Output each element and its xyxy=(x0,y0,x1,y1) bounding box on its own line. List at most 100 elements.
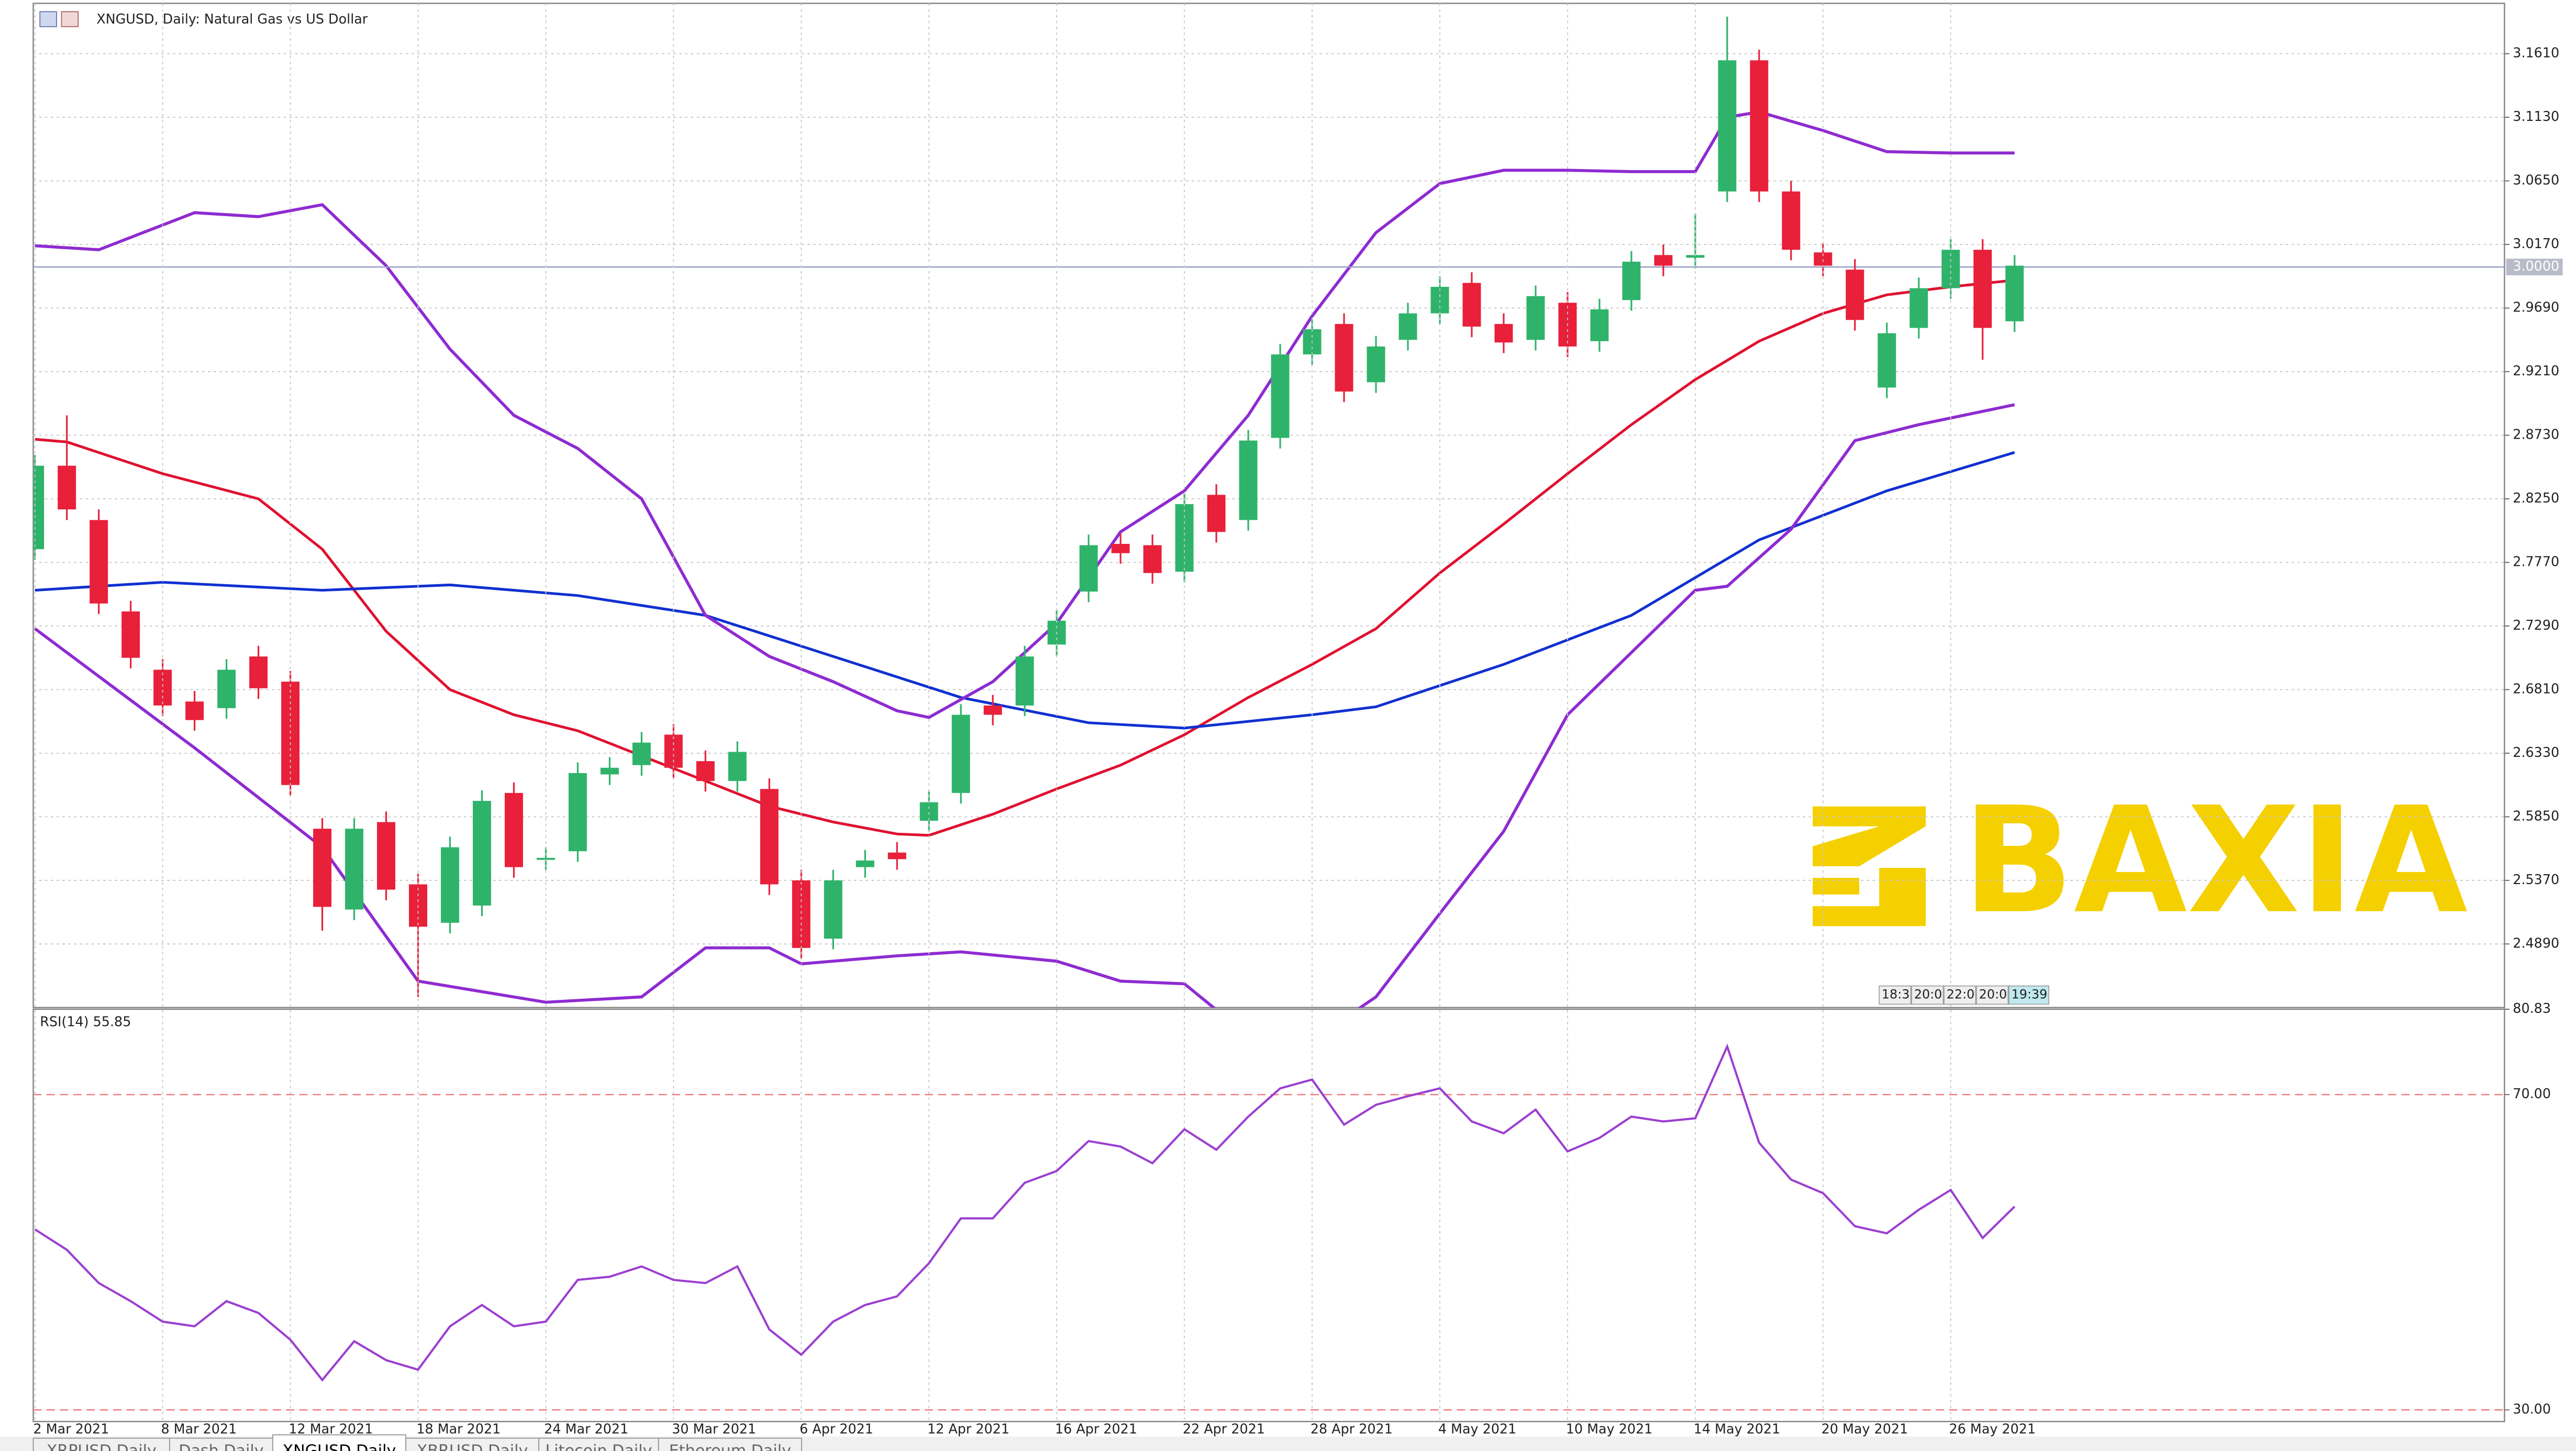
y-tick-label: 3.1610 xyxy=(2513,45,2559,61)
candle-body xyxy=(600,767,619,775)
candle-body xyxy=(1079,545,1098,592)
candle-body xyxy=(1909,288,1928,328)
candle-body xyxy=(856,860,874,867)
y-tick-label: 2.9690 xyxy=(2513,299,2559,315)
candle-body xyxy=(1335,323,1353,392)
tab[interactable] xyxy=(169,1437,273,1451)
rsi-line xyxy=(34,1043,2016,1382)
x-tick-label: 14 May 2021 xyxy=(1694,1421,1781,1437)
price-label-box xyxy=(2506,259,2563,275)
candle-body xyxy=(1686,255,1705,258)
time-label: 20:0 xyxy=(1914,987,1942,1002)
candle-body xyxy=(217,669,236,708)
tab-label[interactable]: XRPUSD,Daily xyxy=(47,1442,157,1451)
candle-body xyxy=(1782,191,1801,250)
price-label: 3.0000 xyxy=(2513,258,2559,274)
time-label-box xyxy=(2008,985,2049,1005)
x-tick-label: 8 Mar 2021 xyxy=(161,1421,237,1437)
x-tick-label: 12 Mar 2021 xyxy=(288,1421,373,1437)
candle-body xyxy=(1526,296,1545,340)
indicator-line xyxy=(35,451,2015,730)
rsi-frame xyxy=(32,1008,2505,1423)
tab[interactable] xyxy=(32,1437,170,1451)
tab-label[interactable]: Ethereum,Daily xyxy=(669,1442,791,1451)
logo-shape xyxy=(1813,806,1926,866)
candle-body xyxy=(760,789,779,885)
time-label: 20:0 xyxy=(1979,987,2007,1002)
icon xyxy=(39,11,57,27)
time-label: 19:39 xyxy=(2012,987,2048,1002)
tab[interactable] xyxy=(272,1434,406,1451)
plot-area xyxy=(33,1043,2505,1411)
plot-area xyxy=(33,16,2505,1008)
candle-body xyxy=(2005,265,2024,321)
candle-body xyxy=(1973,250,1992,328)
candle-body xyxy=(1941,250,1960,288)
x-tick-label: 2 Mar 2021 xyxy=(34,1421,109,1437)
chart-title: XNGUSD, Daily: Natural Gas vs US Dollar xyxy=(96,11,368,27)
candle-body xyxy=(1462,283,1481,327)
candle-body xyxy=(1367,346,1385,383)
time-label-box xyxy=(1976,985,2009,1005)
tab[interactable] xyxy=(405,1437,540,1451)
indicator-line xyxy=(34,403,2015,1008)
x-tick-label: 30 Mar 2021 xyxy=(672,1421,756,1437)
time-label: 18:3 xyxy=(1882,987,1909,1002)
candle-body xyxy=(1143,545,1162,573)
rsi-title: RSI(14) 55.85 xyxy=(40,1013,131,1029)
y-tick-label: 2.5370 xyxy=(2513,872,2559,887)
tab[interactable] xyxy=(658,1437,802,1451)
tab[interactable] xyxy=(538,1437,659,1451)
tab-label[interactable]: Dash,Daily xyxy=(179,1442,263,1451)
candle-body xyxy=(121,611,140,658)
indicator-line xyxy=(35,278,2015,837)
candle-body xyxy=(58,465,76,510)
y-tick-label: 2.8730 xyxy=(2513,426,2559,442)
x-tick-label: 6 Apr 2021 xyxy=(800,1421,873,1437)
y-tick-label: 2.8250 xyxy=(2513,490,2559,506)
y-tick-label: 3.1130 xyxy=(2513,108,2559,124)
candle-body xyxy=(1846,270,1864,320)
candle-body xyxy=(441,847,459,923)
candle-body xyxy=(1878,333,1896,388)
x-tick-label: 16 Apr 2021 xyxy=(1055,1421,1137,1437)
candle-body xyxy=(90,520,108,604)
candle-body xyxy=(1590,309,1609,341)
candle-body xyxy=(919,802,938,821)
candle-body xyxy=(1622,261,1641,300)
candle-body xyxy=(1654,255,1673,266)
candle-body xyxy=(568,773,587,852)
time-label: 22:0 xyxy=(1947,987,1974,1002)
icon xyxy=(61,11,79,27)
candle-body xyxy=(983,705,1002,715)
candle-body xyxy=(1398,313,1417,340)
tab-label[interactable]: Litecoin,Daily xyxy=(545,1442,652,1451)
x-tick-label: 18 Mar 2021 xyxy=(416,1421,501,1437)
y-tick-label: 2.6330 xyxy=(2513,744,2559,760)
y-tick-label: 2.4890 xyxy=(2513,935,2559,951)
logo-shape xyxy=(1813,868,1926,927)
y-tick-label: 30.00 xyxy=(2513,1401,2551,1416)
candle-body xyxy=(824,880,842,939)
title-icons xyxy=(39,11,79,27)
watermark: BAXIA xyxy=(1813,776,2469,946)
tab-label[interactable]: XBRUSD,Daily xyxy=(417,1442,528,1451)
x-tick-label: 10 May 2021 xyxy=(1566,1421,1653,1437)
time-label-box xyxy=(1879,985,1912,1005)
candle-body xyxy=(313,829,332,907)
time-label-box xyxy=(1911,985,1944,1005)
candle-body xyxy=(664,734,683,768)
candle-body xyxy=(1015,656,1034,706)
candle-body xyxy=(185,701,204,720)
tab-label[interactable]: XNGUSD,Daily xyxy=(282,1442,396,1451)
candle-body xyxy=(1271,354,1290,438)
candle-body xyxy=(504,793,523,867)
watermark-text: BAXIA xyxy=(1962,776,2469,946)
candle-body xyxy=(696,761,715,782)
candle-body xyxy=(1111,544,1130,553)
y-tick-label: 2.6810 xyxy=(2513,680,2559,696)
candle-body xyxy=(33,465,45,550)
x-tick-label: 4 May 2021 xyxy=(1438,1421,1516,1437)
